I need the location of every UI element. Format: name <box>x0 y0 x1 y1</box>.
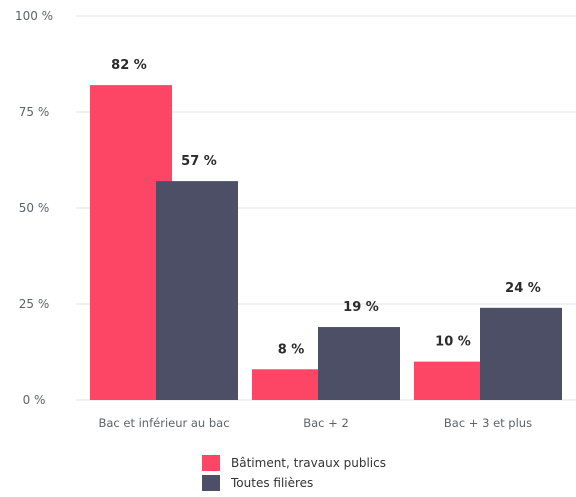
y-tick-label: 75 % <box>19 105 50 119</box>
legend-item-series-1[interactable]: Bâtiment, travaux publics <box>202 453 386 473</box>
legend-swatch-series-2 <box>202 475 220 491</box>
data-label: 8 % <box>278 342 305 357</box>
legend-item-series-2[interactable]: Toutes filières <box>202 473 386 493</box>
x-category-label: Bac + 3 et plus <box>444 416 532 430</box>
bar-chart: 0 % 25 % 50 % 75 % 100 % 82 % 57 % 8 % 19 % 10 %… <box>15 9 576 430</box>
data-label: 10 % <box>435 335 471 350</box>
legend-swatch-series-1 <box>202 455 220 471</box>
y-tick-label: 50 % <box>19 201 50 215</box>
bars <box>90 85 562 401</box>
y-axis-ticks: 0 % 25 % 50 % 75 % 100 % <box>15 9 53 407</box>
bar-2-2[interactable] <box>318 327 400 400</box>
data-label: 57 % <box>181 154 217 169</box>
y-tick-label: 0 % <box>23 393 46 407</box>
x-axis-categories: Bac et inférieur au bac Bac + 2 Bac + 3 et… <box>98 416 532 430</box>
data-label: 19 % <box>343 300 379 315</box>
legend: Bâtiment, travaux publics Toutes filière… <box>202 453 386 493</box>
bar-2-1[interactable] <box>156 181 238 400</box>
x-category-label: Bac et inférieur au bac <box>98 416 229 430</box>
data-labels: 82 % 57 % 8 % 19 % 10 % 24 % <box>111 58 541 357</box>
legend-label-series-2: Toutes filières <box>231 476 314 490</box>
data-label: 82 % <box>111 58 147 73</box>
legend-label-series-1: Bâtiment, travaux publics <box>231 456 386 470</box>
bar-2-3[interactable] <box>480 307 562 400</box>
y-tick-label: 100 % <box>15 9 53 23</box>
y-tick-label: 25 % <box>19 297 50 311</box>
data-label: 24 % <box>505 281 541 296</box>
x-category-label: Bac + 2 <box>303 416 349 430</box>
